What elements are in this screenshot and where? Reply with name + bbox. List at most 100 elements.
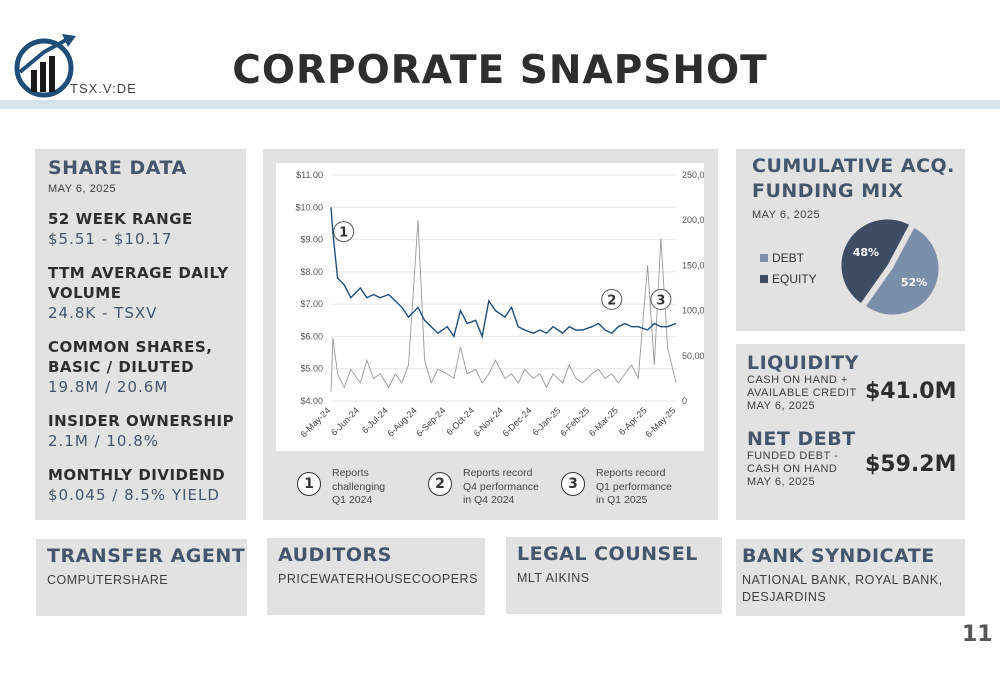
liquidity-heading: LIQUIDITY (747, 352, 859, 374)
bank-syndicate-text: NATIONAL BANK, ROYAL BANK, DESJARDINS (742, 573, 943, 604)
liquidity-block: CASH ON HAND + AVAILABLE CREDIT MAY 6, 2… (747, 374, 965, 426)
y-left-tick-label: $4.00 (300, 396, 323, 406)
metric-label: 52 WEEK RANGE (48, 210, 193, 228)
metric-insider-ownership: INSIDER OWNERSHIP 2.1M / 10.8% (48, 411, 246, 451)
share-data-heading: SHARE DATA (48, 157, 187, 179)
x-tick-label: 6-Mar-25 (587, 405, 620, 438)
liquidity-panel: LIQUIDITY CASH ON HAND + AVAILABLE CREDI… (736, 344, 965, 520)
metric-common-shares: COMMON SHARES, BASIC / DILUTED 19.8M / 2… (48, 337, 246, 397)
x-tick-label: 6-Jan-25 (530, 405, 562, 437)
y-right-tick-label: 50,000 (682, 351, 704, 361)
y-left-tick-label: $5.00 (300, 364, 323, 374)
legend-item-debt: DEBT (760, 247, 817, 268)
y-left-tick-label: $10.00 (295, 202, 323, 212)
chart-marker-circle (650, 288, 672, 310)
x-tick-label: 6-Feb-25 (558, 405, 591, 438)
chart-marker-circle (601, 288, 623, 310)
callout-2: 2 Reports record Q4 performance in Q4 20… (428, 467, 558, 513)
company-logo (14, 34, 76, 98)
net-debt-heading: NET DEBT (747, 428, 856, 450)
y-left-tick-label: $6.00 (300, 331, 323, 341)
metric-label: MONTHLY DIVIDEND (48, 466, 226, 484)
share-data-date: MAY 6, 2025 (48, 183, 117, 195)
x-tick-label: 6-Dec-24 (500, 405, 533, 438)
y-right-tick-label: 0 (682, 396, 687, 406)
share-data-panel: SHARE DATA MAY 6, 2025 52 WEEK RANGE $5.… (35, 149, 246, 520)
pie-slice-label: 48% (853, 246, 879, 259)
legal-counsel-heading: LEGAL COUNSEL (517, 543, 698, 565)
y-right-tick-label: 150,000 (682, 260, 704, 270)
callout-number: 1 (297, 472, 321, 496)
x-tick-label: 6-Jun-24 (329, 405, 361, 437)
callout-text: Reports challenging Q1 2024 (332, 467, 386, 506)
x-tick-label: 6-Nov-24 (472, 405, 505, 438)
net-debt-value: $59.2M (865, 452, 957, 477)
metric-value: 19.8M / 20.6M (48, 378, 169, 396)
funding-legend: DEBT EQUITY (760, 247, 817, 289)
price-series-line (330, 207, 677, 339)
y-left-tick-label: $11.00 (296, 170, 323, 180)
legend-swatch (760, 274, 768, 283)
transfer-agent-panel: TRANSFER AGENT COMPUTERSHARE (36, 539, 247, 616)
stock-price-volume-chart: $11.00 $10.00 $9.00 $8.00 $7.00 $6.00 $5.00 $4.… (295, 170, 714, 439)
y-right-tick-label: 200,000 (682, 215, 704, 225)
x-tick-label: 6-May-24 (298, 405, 332, 439)
auditors-panel: AUDITORS PRICEWATERHOUSECOOPERS (267, 538, 485, 615)
bank-syndicate-panel: BANK SYNDICATE NATIONAL BANK, ROYAL BANK… (736, 539, 965, 616)
transfer-agent-heading: TRANSFER AGENT (47, 545, 246, 567)
metric-monthly-dividend: MONTHLY DIVIDEND $0.045 / 8.5% YIELD (48, 465, 246, 505)
bank-syndicate-heading: BANK SYNDICATE (742, 545, 935, 567)
x-tick-label: 6-May-25 (643, 405, 677, 439)
callout-number: 2 (428, 472, 452, 496)
chart-marker-number: 3 (656, 293, 665, 308)
metric-label: COMMON SHARES, BASIC / DILUTED (48, 338, 213, 376)
chart-marker-number: 2 (607, 293, 616, 308)
callout-number: 3 (561, 472, 585, 496)
page-title: CORPORATE SNAPSHOT (232, 48, 768, 93)
metric-avg-daily-volume: TTM AVERAGE DAILY VOLUME 24.8K - TSXV (48, 263, 246, 323)
stock-chart-card: $11.00 $10.00 $9.00 $8.00 $7.00 $6.00 $5.00 $4.… (276, 163, 715, 451)
pie-slice-label: 52% (901, 276, 927, 289)
net-debt-block: FUNDED DEBT - CASH ON HAND MAY 6, 2025 $… (747, 450, 965, 502)
y-left-tick-label: $9.00 (300, 235, 323, 245)
liquidity-value: $41.0M (865, 379, 957, 404)
metric-label: INSIDER OWNERSHIP (48, 412, 235, 430)
metric-value: 24.8K - TSXV (48, 304, 158, 322)
legend-item-equity: EQUITY (760, 268, 817, 289)
page-number: 11 (962, 622, 993, 647)
chart-marker-number: 1 (339, 226, 348, 241)
funding-mix-panel: CUMULATIVE ACQ. FUNDING MIX MAY 6, 2025 … (736, 149, 965, 331)
pie-slice-debt (866, 227, 939, 315)
metric-value: $5.51 - $10.17 (48, 230, 173, 248)
funding-heading-line2: FUNDING MIX (752, 180, 904, 202)
funding-pie-chart: 52% 48% (841, 219, 939, 315)
x-tick-label: 6-Sep-24 (414, 405, 447, 438)
transfer-agent-text: COMPUTERSHARE (47, 573, 169, 587)
metric-label: TTM AVERAGE DAILY VOLUME (48, 264, 229, 302)
y-left-tick-label: $8.00 (300, 267, 323, 277)
metric-value: $0.045 / 8.5% YIELD (48, 486, 220, 504)
metric-value: 2.1M / 10.8% (48, 432, 160, 450)
funding-heading-line1: CUMULATIVE ACQ. (752, 155, 955, 177)
callout-text: Reports record Q1 performance in Q1 2025 (596, 467, 672, 506)
net-debt-description: FUNDED DEBT - CASH ON HAND MAY 6, 2025 (747, 450, 839, 488)
ticker-symbol: TSX.V:DE (70, 81, 137, 96)
callout-3: 3 Reports record Q1 performance in Q1 20… (561, 467, 701, 513)
auditors-text: PRICEWATERHOUSECOOPERS (278, 572, 478, 586)
liquidity-description: CASH ON HAND + AVAILABLE CREDIT MAY 6, 2… (747, 374, 857, 412)
funding-date: MAY 6, 2025 (752, 209, 821, 221)
stock-chart-panel: $11.00 $10.00 $9.00 $8.00 $7.00 $6.00 $5.00 $4.… (263, 149, 718, 520)
callout-1: 1 Reports challenging Q1 2024 (297, 467, 427, 513)
legal-counsel-panel: LEGAL COUNSEL MLT AIKINS (506, 537, 722, 614)
legend-swatch (760, 253, 768, 262)
chart-marker-circle (333, 221, 355, 243)
callout-text: Reports record Q4 performance in Q4 2024 (463, 467, 539, 506)
y-left-tick-label: $7.00 (300, 299, 323, 309)
pie-slice-equity (841, 219, 910, 304)
x-tick-label: 6-Aug-24 (385, 405, 418, 438)
y-right-tick-label: 100,000 (682, 306, 704, 316)
legal-counsel-text: MLT AIKINS (517, 571, 590, 585)
y-right-tick-label: 250,000 (682, 170, 704, 180)
auditors-heading: AUDITORS (278, 544, 392, 566)
title-divider (0, 100, 1000, 109)
